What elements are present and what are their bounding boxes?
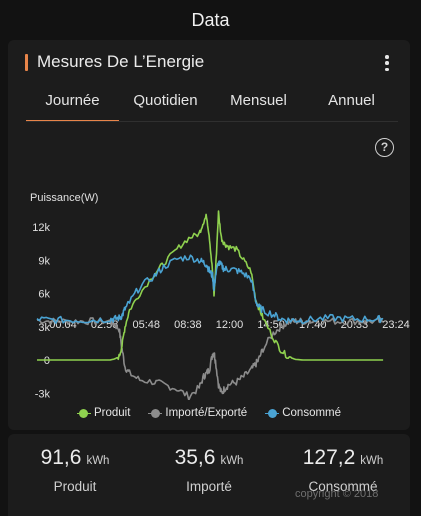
tab-quotidien[interactable]: Quotidien <box>133 92 198 109</box>
series-line-consomm- <box>36 254 384 325</box>
legend-marker-produit <box>76 408 91 418</box>
x-tick-label: 12:00 <box>216 319 244 331</box>
legend-label-produit: Produit <box>93 407 131 419</box>
stat-consomme: 127,2 kWh Consommé <box>276 446 410 494</box>
stat-value: 35,6 <box>174 446 216 469</box>
copyright-watermark: copyright © 2018 <box>295 488 379 500</box>
stat-label: Importé <box>186 479 232 494</box>
top-bar: Data <box>0 0 421 40</box>
help-icon[interactable]: ? <box>375 138 394 157</box>
legend-label-importe: Importé/Exporté <box>165 407 248 419</box>
legend-item-consomme[interactable]: Consommé <box>265 405 341 421</box>
stats-row: 91,6 kWh Produit 35,6 kWh Importé 127,2 kWh… <box>8 446 410 494</box>
stat-value: 127,2 <box>302 446 356 469</box>
y-tick-label: 12k <box>32 222 50 234</box>
y-axis-label: Puissance(W) <box>30 192 98 204</box>
tabs-divider <box>26 121 398 122</box>
legend-marker-importe <box>148 408 163 418</box>
stats-card: 91,6 kWh Produit 35,6 kWh Importé 127,2 kWh… <box>8 434 410 516</box>
y-tick-label: 0 <box>44 355 50 367</box>
x-tick-label: 08:38 <box>174 319 202 331</box>
tab-mensuel[interactable]: Mensuel <box>230 92 287 109</box>
y-tick-label: -3k <box>35 388 51 400</box>
energy-card: Mesures De L’Energie Journée Quotidien M… <box>8 40 410 430</box>
stat-label: Produit <box>53 479 97 494</box>
series-line-produit <box>37 210 384 361</box>
series-lines <box>36 210 384 400</box>
legend-marker-consomme <box>265 408 280 418</box>
x-tick-label: 05:48 <box>132 319 160 331</box>
stat-produit: 91,6 kWh Produit <box>8 446 142 494</box>
stat-unit: kWh <box>86 455 110 467</box>
series-line-import-export- <box>36 317 384 400</box>
y-tick-label: 9k <box>38 255 50 267</box>
stat-value: 91,6 <box>40 446 82 469</box>
stat-importe: 35,6 kWh Importé <box>142 446 276 494</box>
legend-item-produit[interactable]: Produit <box>76 405 131 421</box>
y-ticks: 12k 9k 6k 3k 0 -3k <box>32 222 50 400</box>
more-options-icon[interactable] <box>381 52 393 74</box>
legend-item-importe[interactable]: Importé/Exporté <box>148 405 247 421</box>
x-tick-label: 23:24 <box>382 319 410 331</box>
stat-unit: kWh <box>220 455 244 467</box>
tab-annuel[interactable]: Annuel <box>328 92 375 109</box>
stat-label: Consommé <box>308 479 378 494</box>
page-title: Data <box>191 9 230 30</box>
accent-bar <box>25 54 28 71</box>
legend-label-consomme: Consommé <box>282 407 342 419</box>
stat-unit: kWh <box>360 455 384 467</box>
chart-legend: Produit Importé/Exporté Consommé <box>8 405 410 421</box>
x-tick-label: 14:50 <box>257 319 285 331</box>
x-ticks: 00:04 02:58 05:48 08:38 12:00 14:50 17:40 20:33… <box>49 319 410 331</box>
card-header: Mesures De L’Energie <box>8 48 410 78</box>
tab-journee[interactable]: Journée <box>26 88 119 122</box>
y-tick-label: 3k <box>38 322 50 334</box>
card-title: Mesures De L’Energie <box>37 52 205 71</box>
period-tabs: Journée Quotidien Mensuel Annuel <box>26 88 398 122</box>
y-tick-label: 6k <box>38 289 50 301</box>
